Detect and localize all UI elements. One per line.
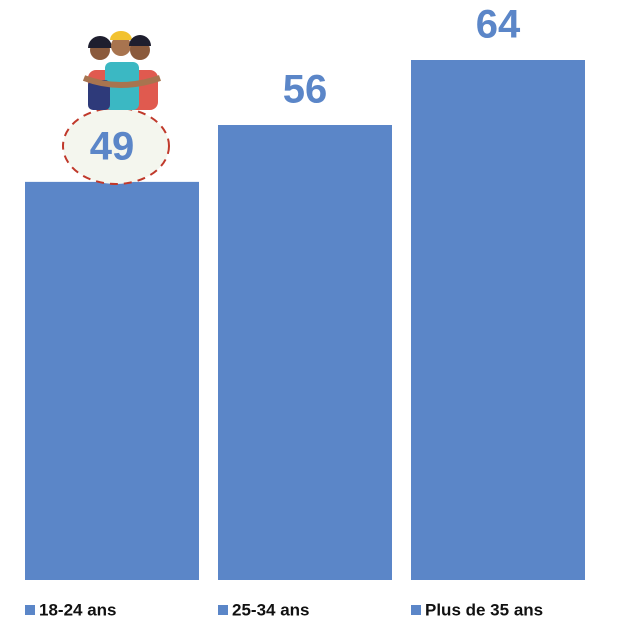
legend-swatch (25, 605, 35, 615)
value-label: 56 (283, 68, 328, 112)
legend-label: 25-34 ans (232, 600, 310, 619)
bar (411, 60, 585, 580)
people-icon (82, 31, 161, 110)
bar (218, 125, 392, 580)
legend-swatch (218, 605, 228, 615)
bars (25, 60, 585, 580)
value-label: 64 (476, 3, 521, 47)
legend-label: 18-24 ans (39, 600, 117, 619)
bar (25, 181, 199, 580)
value-labels: 49 56 64 (90, 3, 521, 169)
value-label: 49 (90, 124, 135, 168)
legend-swatch (411, 605, 421, 615)
legend: 18-24 ans 25-34 ans Plus de 35 ans (25, 600, 543, 619)
decoration (62, 31, 170, 185)
legend-label: Plus de 35 ans (425, 600, 543, 619)
